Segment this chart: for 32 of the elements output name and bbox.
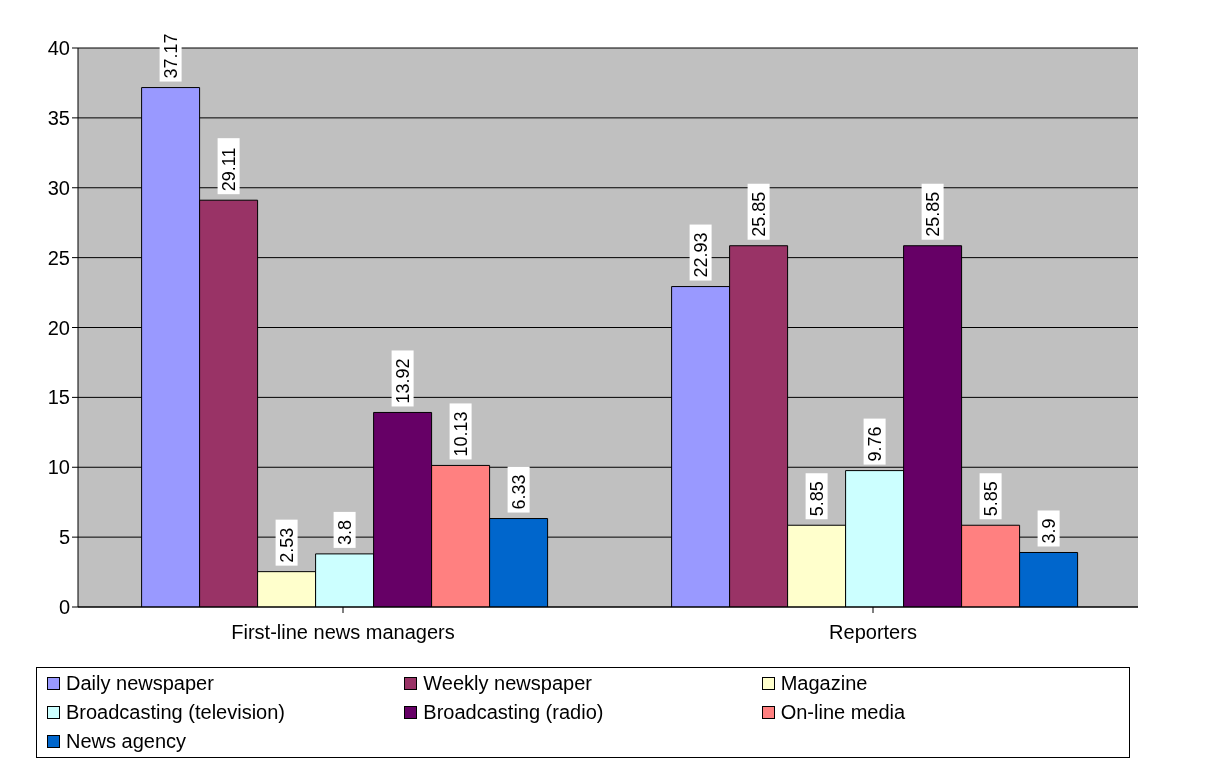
x-tick-label: First-line news managers	[231, 621, 455, 644]
legend-label: Magazine	[780, 672, 868, 695]
legend-label: Broadcasting (radio)	[423, 701, 604, 724]
legend-label: Broadcasting (television)	[66, 701, 285, 724]
y-tick-label: 15	[47, 386, 70, 409]
data-label: 37.17	[160, 33, 181, 79]
data-label: 5.85	[806, 481, 827, 517]
data-label: 2.53	[276, 527, 297, 563]
y-tick-label: 10	[47, 456, 70, 479]
data-label: 3.9	[1038, 518, 1059, 544]
x-tick-label: Reporters	[829, 621, 917, 644]
data-label: 25.85	[748, 191, 769, 237]
y-tick-label: 30	[47, 176, 70, 199]
y-tick-label: 40	[47, 37, 70, 60]
legend-label: News agency	[66, 730, 187, 753]
legend-label: Weekly newspaper	[423, 672, 592, 695]
legend-label: On-line media	[780, 701, 906, 724]
data-label: 10.13	[450, 411, 471, 457]
legend-label: Daily newspaper	[66, 672, 214, 695]
data-label: 13.92	[392, 358, 413, 404]
y-tick-label: 0	[58, 596, 70, 619]
y-tick-label: 5	[58, 526, 70, 549]
data-label: 22.93	[690, 232, 711, 278]
y-tick-label: 20	[47, 316, 70, 339]
data-label: 6.33	[508, 474, 529, 510]
y-tick-label: 35	[47, 106, 70, 129]
data-label: 29.11	[218, 147, 239, 192]
data-label: 3.8	[334, 519, 355, 545]
data-label: 9.76	[864, 426, 885, 462]
data-label: 5.85	[980, 481, 1001, 517]
y-tick-label: 25	[47, 246, 70, 269]
data-label: 25.85	[922, 191, 943, 237]
